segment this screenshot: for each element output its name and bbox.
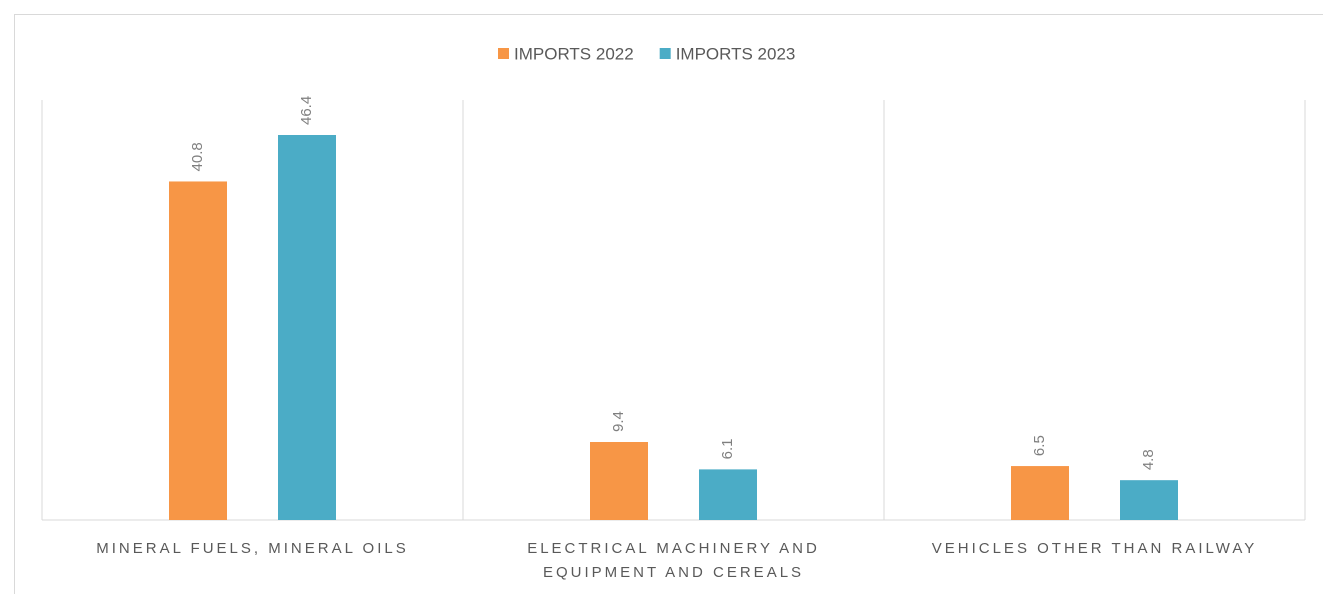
value-label: 9.4 [610,411,627,432]
bar [169,181,227,520]
value-label: 40.8 [189,142,206,171]
value-label: 46.4 [298,96,315,125]
legend-label: IMPORTS 2022 [514,44,634,63]
x-tick-label: ELECTRICAL MACHINERY AND EQUIPMENT AND C… [527,540,820,581]
chart-border [14,14,1323,594]
bar [1011,466,1069,520]
bar [278,135,336,520]
x-tick-label: VEHICLES OTHER THAN RAILWAY [931,540,1258,557]
bar [590,442,648,520]
x-tick-label: MINERAL FUELS, MINERAL OILS [96,540,409,557]
legend-swatch [498,48,509,59]
value-label: 4.8 [1140,449,1157,470]
bar [1120,480,1178,520]
legend-swatch [659,48,671,59]
value-label: 6.1 [719,439,736,460]
legend-label: IMPORTS 2023 [676,44,796,63]
bar [699,469,757,520]
value-label: 6.5 [1031,435,1048,456]
